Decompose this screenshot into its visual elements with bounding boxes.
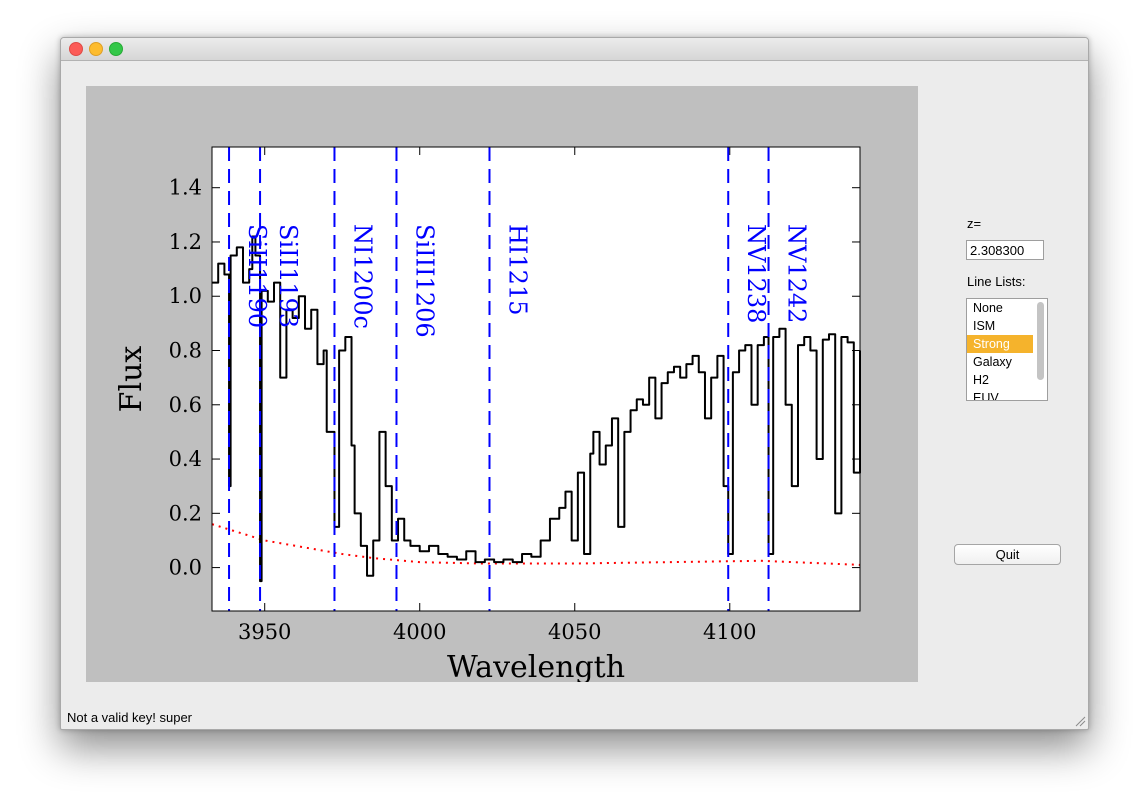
x-tick-label: 3950	[238, 620, 291, 644]
status-text: Not a valid key! super	[67, 710, 193, 725]
plot-frame	[211, 146, 861, 612]
y-tick-label: 1.2	[169, 230, 202, 254]
y-axis-label: Flux	[114, 346, 149, 413]
title-bar	[61, 38, 1088, 61]
line-id-label: NV1242	[783, 224, 811, 323]
zoom-window-button[interactable]	[109, 42, 123, 56]
line-id-label: SiIII1206	[410, 224, 438, 338]
quit-button[interactable]: Quit	[954, 544, 1061, 565]
minimize-window-button[interactable]	[89, 42, 103, 56]
y-tick-label: 0.6	[169, 393, 202, 417]
app-window: 0.0 0.2 0.4 0.6 0.8 1.0 1.2 1.4 3950 4000 4050 4100…	[60, 37, 1089, 730]
flux-spectrum-line	[212, 235, 861, 583]
line-lists-label: Line Lists:	[967, 274, 1026, 289]
y-tick-label: 1.4	[169, 176, 202, 200]
spectrum-plot: 0.0 0.2 0.4 0.6 0.8 1.0 1.2 1.4 3950 4000 4050 4100…	[114, 146, 861, 682]
y-tick-label: 1.0	[169, 284, 202, 308]
listbox-scrollbar[interactable]	[1037, 302, 1044, 380]
z-label: z=	[967, 216, 982, 231]
y-tick-label: 0.4	[169, 447, 202, 471]
line-list-item-h2[interactable]: H2	[973, 373, 989, 387]
line-id-label: NV1238	[742, 224, 770, 323]
x-tick-label: 4050	[548, 620, 601, 644]
line-list-item-euv[interactable]: EUV	[973, 391, 999, 401]
line-list-item-galaxy[interactable]: Galaxy	[973, 355, 1012, 369]
line-id-label: HI1215	[503, 224, 531, 316]
x-tick-label: 4100	[703, 620, 756, 644]
line-id-label: SiII1190	[243, 224, 271, 328]
spectrum-figure[interactable]: 0.0 0.2 0.4 0.6 0.8 1.0 1.2 1.4 3950 4000 4050 4100…	[86, 86, 918, 682]
x-axis-label: Wavelength	[447, 650, 625, 682]
close-window-button[interactable]	[69, 42, 83, 56]
line-list-item-strong[interactable]: Strong	[967, 335, 1033, 353]
resize-grip-icon[interactable]	[1074, 715, 1086, 727]
line-id-label: SiII1193	[274, 224, 302, 328]
line-lists-listbox[interactable]: None ISM Strong Galaxy H2 EUV	[966, 298, 1048, 401]
y-tick-label: 0.2	[169, 501, 202, 525]
x-tick-label: 4000	[393, 620, 446, 644]
line-id-label: NI1200c	[348, 224, 376, 329]
line-list-item-ism[interactable]: ISM	[973, 319, 996, 333]
y-tick-label: 0.0	[169, 556, 202, 580]
plot-area	[212, 147, 860, 611]
y-tick-label: 0.8	[169, 339, 202, 363]
line-list-item-none[interactable]: None	[973, 301, 1003, 315]
redshift-input[interactable]	[966, 240, 1044, 260]
error-spectrum-line	[211, 523, 861, 566]
